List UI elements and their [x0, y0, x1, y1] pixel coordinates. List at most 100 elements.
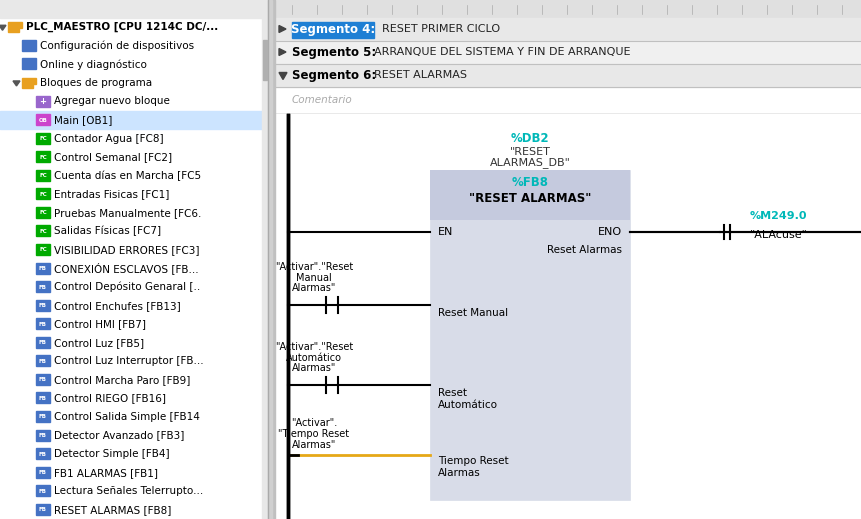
Bar [8, 28, 19, 32]
Text: Salidas Físicas [FC7]: Salidas Físicas [FC7] [54, 226, 161, 237]
Bar [272, 87, 861, 519]
Bar [36, 411, 50, 422]
Bar [272, 18, 861, 41]
Text: FB: FB [39, 433, 47, 438]
Text: FB: FB [39, 396, 47, 401]
Bar [430, 170, 629, 220]
Text: OB: OB [39, 118, 47, 122]
Text: %FB8: %FB8 [511, 175, 548, 188]
Bar [263, 40, 267, 80]
Text: FB: FB [39, 507, 47, 512]
Text: Segmento 6:: Segmento 6: [292, 69, 375, 82]
Bar [36, 374, 50, 385]
Text: +: + [40, 97, 46, 106]
Text: EN: EN [437, 227, 453, 237]
Text: FB: FB [39, 322, 47, 326]
Bar [8, 22, 22, 28]
Text: FB: FB [39, 452, 47, 457]
Text: "Activar".: "Activar". [290, 418, 337, 428]
Text: FC: FC [39, 173, 46, 178]
Text: PLC_MAESTRO [CPU 1214C DC/...: PLC_MAESTRO [CPU 1214C DC/... [26, 22, 218, 32]
Bar [36, 448, 50, 459]
Bar [36, 392, 50, 403]
Text: Contador Agua [FC8]: Contador Agua [FC8] [54, 133, 164, 144]
Text: CONEXIÓN ESCLAVOS [FB...: CONEXIÓN ESCLAVOS [FB... [54, 263, 198, 275]
Polygon shape [13, 81, 20, 86]
Text: FC: FC [39, 229, 46, 234]
Bar [0, 0, 268, 18]
Text: FC: FC [39, 248, 46, 252]
Text: FB: FB [39, 266, 47, 271]
Text: Entradas Fisicas [FC1]: Entradas Fisicas [FC1] [54, 189, 169, 199]
Bar [272, 0, 861, 18]
Text: FB1 ALARMAS [FB1]: FB1 ALARMAS [FB1] [54, 468, 158, 477]
Text: Segmento 4:: Segmento 4: [290, 23, 375, 36]
Text: Agregar nuevo bloque: Agregar nuevo bloque [54, 97, 170, 106]
Text: Configuración de dispositivos: Configuración de dispositivos [40, 40, 194, 51]
Bar [262, 0, 268, 519]
Text: Pruebas Manualmente [FC6.: Pruebas Manualmente [FC6. [54, 208, 201, 218]
Text: Alarmas": Alarmas" [292, 283, 336, 293]
Text: Automático: Automático [437, 400, 498, 410]
Bar [22, 78, 36, 84]
Text: Cuenta días en Marcha [FC5: Cuenta días en Marcha [FC5 [54, 171, 201, 181]
Text: Online y diagnóstico: Online y diagnóstico [40, 59, 146, 70]
Text: Reset Alarmas: Reset Alarmas [547, 245, 622, 255]
Bar [36, 467, 50, 477]
Text: FB: FB [39, 489, 47, 494]
Text: FB: FB [39, 359, 47, 364]
Bar [36, 504, 50, 515]
Bar [36, 114, 50, 125]
Text: RESET ALARMAS: RESET ALARMAS [374, 71, 467, 80]
Text: "ALAcuse": "ALAcuse" [749, 230, 807, 240]
Bar [36, 299, 50, 310]
Text: ALARMAS_DB": ALARMAS_DB" [489, 158, 570, 169]
Bar [36, 337, 50, 348]
Text: FB: FB [39, 284, 47, 290]
Text: Detector Avanzado [FB3]: Detector Avanzado [FB3] [54, 430, 184, 441]
Bar [36, 263, 50, 274]
Text: RESET PRIMER CICLO: RESET PRIMER CICLO [381, 24, 499, 34]
Text: Control Semanal [FC2]: Control Semanal [FC2] [54, 152, 172, 162]
Text: Control Luz [FB5]: Control Luz [FB5] [54, 338, 144, 348]
Text: FC: FC [39, 136, 46, 141]
Bar [36, 244, 50, 255]
Text: Bloques de programa: Bloques de programa [40, 78, 152, 88]
Bar [272, 0, 275, 519]
Text: Alarmas": Alarmas" [292, 363, 336, 373]
Text: "Activar"."Reset: "Activar"."Reset [275, 342, 353, 352]
Text: FB: FB [39, 377, 47, 383]
Bar [272, 64, 861, 87]
Text: FB: FB [39, 415, 47, 419]
Bar [22, 40, 36, 51]
Text: "RESET ALARMAS": "RESET ALARMAS" [468, 192, 591, 204]
Text: RESET ALARMAS [FB8]: RESET ALARMAS [FB8] [54, 504, 171, 515]
Bar [36, 281, 50, 292]
Text: Detector Simple [FB4]: Detector Simple [FB4] [54, 449, 170, 459]
Bar [36, 95, 50, 106]
Bar [292, 21, 374, 37]
Text: FC: FC [39, 210, 46, 215]
Bar [36, 356, 50, 366]
Text: Control Enchufes [FB13]: Control Enchufes [FB13] [54, 301, 181, 310]
Text: Reset Manual: Reset Manual [437, 308, 507, 318]
Bar [36, 188, 50, 199]
Text: FB: FB [39, 470, 47, 475]
Bar [0, 111, 268, 129]
Polygon shape [0, 25, 6, 30]
Polygon shape [279, 25, 286, 33]
Text: Control Salida Simple [FB14: Control Salida Simple [FB14 [54, 412, 200, 422]
Bar [36, 207, 50, 218]
Text: FB: FB [39, 303, 47, 308]
Bar [22, 59, 36, 70]
Text: Main [OB1]: Main [OB1] [54, 115, 112, 125]
Text: ARRANQUE DEL SISTEMA Y FIN DE ARRANQUE: ARRANQUE DEL SISTEMA Y FIN DE ARRANQUE [374, 48, 629, 58]
Text: "Activar"."Reset: "Activar"."Reset [275, 262, 353, 272]
Bar [36, 318, 50, 329]
Text: Manual: Manual [296, 273, 331, 283]
Bar [272, 41, 861, 64]
Text: FC: FC [39, 155, 46, 160]
Text: FB: FB [39, 340, 47, 345]
Text: %M249.0: %M249.0 [749, 211, 807, 221]
Text: %DB2: %DB2 [510, 132, 548, 145]
